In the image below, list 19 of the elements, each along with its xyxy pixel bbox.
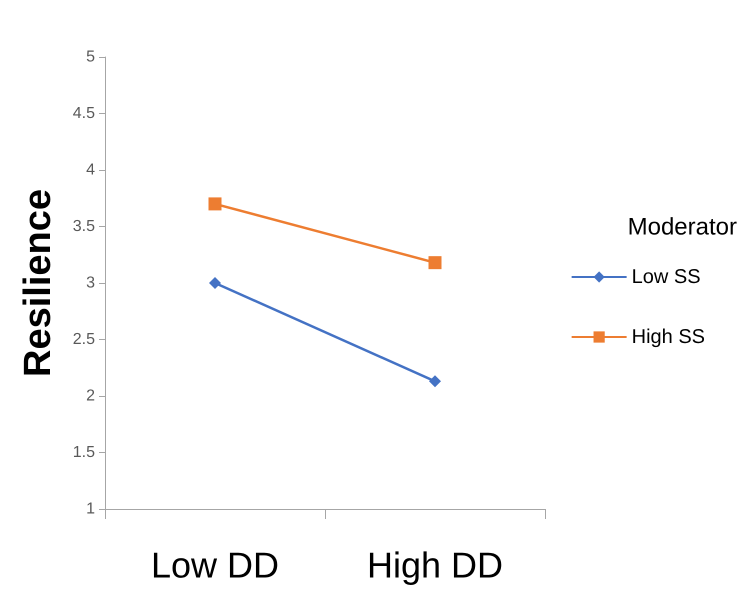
y-tick-label: 3.5: [72, 218, 96, 235]
y-tick-label: 1.5: [72, 444, 96, 461]
y-tick-label: 3: [86, 274, 96, 292]
y-tick-label: 2: [86, 388, 96, 404]
x-tick-label: High DD: [366, 544, 504, 586]
point: [208, 197, 222, 210]
point: [428, 256, 442, 270]
y-tick-label: 4: [86, 162, 96, 178]
legend-label: Low SS: [632, 266, 701, 288]
point: [429, 375, 441, 388]
legend-title: Moderator: [628, 214, 738, 240]
y-tick-label: 5: [86, 48, 96, 66]
x-tick-label: Low DD: [150, 544, 280, 586]
y-tick-label: 1: [86, 500, 96, 518]
y-tick-label: 2.5: [72, 331, 96, 348]
y-axis-title: Resilience: [17, 189, 59, 377]
point: [209, 277, 221, 289]
y-tick-label: 4.5: [72, 105, 96, 122]
legend-label: High SS: [632, 326, 706, 348]
